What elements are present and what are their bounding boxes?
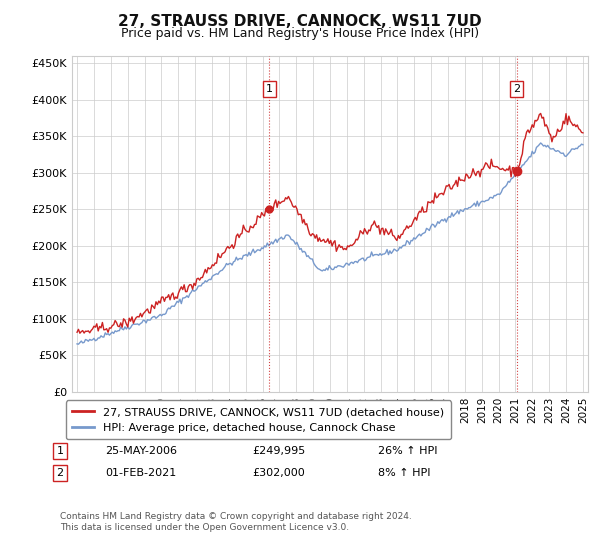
- Legend: 27, STRAUSS DRIVE, CANNOCK, WS11 7UD (detached house), HPI: Average price, detac: 27, STRAUSS DRIVE, CANNOCK, WS11 7UD (de…: [65, 400, 451, 439]
- Text: £249,995: £249,995: [252, 446, 305, 456]
- Text: 1: 1: [266, 84, 273, 94]
- Text: 8% ↑ HPI: 8% ↑ HPI: [378, 468, 431, 478]
- Text: 26% ↑ HPI: 26% ↑ HPI: [378, 446, 437, 456]
- Text: Contains HM Land Registry data © Crown copyright and database right 2024.
This d: Contains HM Land Registry data © Crown c…: [60, 512, 412, 532]
- Text: 2: 2: [56, 468, 64, 478]
- Text: 01-FEB-2021: 01-FEB-2021: [105, 468, 176, 478]
- Text: £302,000: £302,000: [252, 468, 305, 478]
- Text: Price paid vs. HM Land Registry's House Price Index (HPI): Price paid vs. HM Land Registry's House …: [121, 27, 479, 40]
- Text: 2: 2: [513, 84, 520, 94]
- Text: 1: 1: [56, 446, 64, 456]
- Text: 25-MAY-2006: 25-MAY-2006: [105, 446, 177, 456]
- Text: 27, STRAUSS DRIVE, CANNOCK, WS11 7UD: 27, STRAUSS DRIVE, CANNOCK, WS11 7UD: [118, 14, 482, 29]
